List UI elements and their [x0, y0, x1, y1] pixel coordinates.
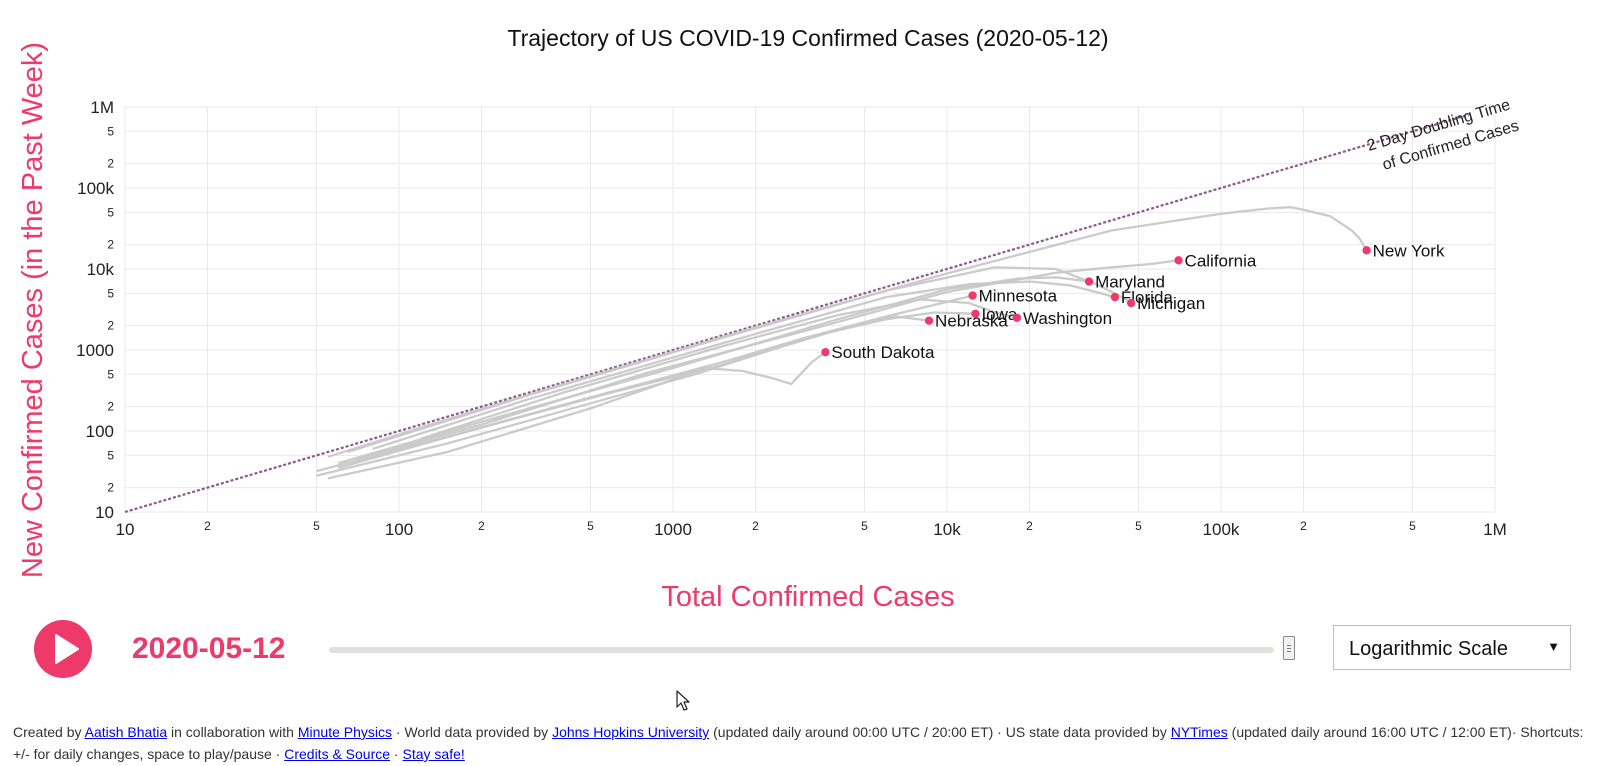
- state-label: New York: [1373, 241, 1445, 260]
- state-trajectories: [316, 206, 1368, 480]
- y-tick-label: 1M: [90, 98, 114, 117]
- footer-text: Created by: [13, 724, 85, 740]
- y-tick-label: 5: [107, 367, 114, 381]
- y-tick-label: 2: [107, 157, 114, 171]
- trajectory-line-south-dakota: [327, 351, 827, 480]
- y-tick-label: 5: [107, 448, 114, 462]
- trajectory-line-michigan: [347, 266, 1132, 454]
- link-aatish-bhatia[interactable]: Aatish Bhatia: [84, 724, 168, 740]
- date-slider-track[interactable]: [329, 647, 1274, 653]
- scale-select[interactable]: Logarithmic Scale ▼: [1333, 625, 1571, 670]
- x-tick-label: 1000: [654, 520, 692, 539]
- link-stay-safe[interactable]: Stay safe!: [402, 746, 465, 762]
- trajectory-line-nebraska: [316, 315, 930, 477]
- x-tick-label: 10k: [933, 520, 961, 539]
- grid-lines: [124, 106, 1496, 513]
- state-marker[interactable]: [821, 347, 830, 357]
- x-tick-label: 2: [478, 519, 485, 533]
- trajectory-chart: Trajectory of US COVID-19 Confirmed Case…: [17, 25, 1521, 613]
- x-tick-label: 5: [587, 519, 594, 533]
- x-tick-label: 5: [861, 519, 868, 533]
- playback-controls: 2020-05-12 Logarithmic Scale ▼: [0, 620, 1602, 690]
- y-tick-label: 10k: [87, 260, 115, 279]
- state-label: South Dakota: [831, 343, 935, 362]
- chevron-down-icon: ▼: [1547, 639, 1560, 654]
- trajectory-line-iowa: [316, 311, 976, 473]
- y-tick-label: 1000: [76, 341, 114, 360]
- footer-credits: Created by Aatish Bhatia in collaboratio…: [13, 721, 1593, 765]
- x-tick-label: 5: [1135, 519, 1142, 533]
- state-label: Minnesota: [979, 287, 1058, 306]
- y-tick-label: 10: [95, 503, 114, 522]
- link-minute-physics[interactable]: Minute Physics: [297, 724, 393, 740]
- x-tick-label: 100: [385, 520, 413, 539]
- state-marker[interactable]: [971, 309, 980, 318]
- y-axis-label: New Confirmed Cases (in the Past Week): [17, 42, 49, 578]
- x-tick-label: 2: [204, 519, 211, 533]
- y-tick-label: 2: [107, 481, 114, 495]
- x-tick-label: 1M: [1483, 520, 1507, 539]
- footer-text: (updated daily around 16:00 UTC / 12:00 …: [13, 724, 1584, 762]
- x-tick-label: 5: [313, 519, 320, 533]
- chart-title: Trajectory of US COVID-19 Confirmed Case…: [507, 25, 1108, 51]
- footer-text: ·: [390, 746, 403, 762]
- state-marker[interactable]: [1012, 313, 1022, 322]
- state-label: Nebraska: [935, 312, 1008, 331]
- date-slider-handle[interactable]: [1283, 636, 1295, 660]
- y-tick-label: 2: [107, 319, 114, 333]
- y-tick-label: 100k: [77, 179, 114, 198]
- y-tick-label: 2: [107, 238, 114, 252]
- trajectory-line-florida: [372, 280, 1116, 451]
- trajectory-line-washington: [420, 298, 1018, 440]
- play-button[interactable]: [34, 620, 92, 678]
- state-marker[interactable]: [1362, 246, 1371, 255]
- x-tick-label: 2: [1300, 519, 1307, 533]
- footer-text: in collaboration with: [167, 724, 298, 740]
- state-label: Washington: [1023, 309, 1112, 328]
- y-tick-label: 5: [107, 205, 114, 219]
- footer-text: (updated daily around 00:00 UTC / 20:00 …: [709, 724, 1171, 740]
- y-axis-ticks: 10 100 1000 10k 100k 1M 2 5 2 5 2 5 2 5 2 5: [76, 98, 114, 522]
- state-label: Iowa: [981, 305, 1017, 324]
- x-tick-label: 10: [116, 520, 135, 539]
- state-marker[interactable]: [1126, 298, 1136, 308]
- state-label: Maryland: [1095, 273, 1165, 292]
- state-marker[interactable]: [1174, 256, 1183, 265]
- state-markers: New YorkCaliforniaMarylandFloridaMichiga…: [821, 241, 1445, 362]
- footer-text: · World data provided by: [392, 724, 553, 740]
- x-tick-label: 5: [1409, 519, 1416, 533]
- state-label: Michigan: [1137, 294, 1205, 313]
- x-tick-label: 100k: [1203, 520, 1240, 539]
- x-tick-label: 2: [1026, 519, 1033, 533]
- y-tick-label: 100: [86, 422, 114, 441]
- doubling-reference-line: [124, 113, 1469, 514]
- scale-select-value: Logarithmic Scale: [1349, 638, 1508, 660]
- state-label: California: [1185, 251, 1257, 270]
- state-marker[interactable]: [968, 291, 977, 300]
- x-axis-label: Total Confirmed Cases: [661, 581, 954, 613]
- y-tick-label: 5: [107, 286, 114, 300]
- state-marker[interactable]: [1084, 277, 1094, 286]
- link-credits-source[interactable]: Credits & Source: [284, 746, 391, 762]
- state-marker[interactable]: [924, 316, 934, 325]
- x-axis-ticks: 10 100 1000 10k 100k 1M 2 5 2 5 2 5 2 5 2 5: [116, 519, 1507, 539]
- play-icon: [55, 634, 79, 664]
- current-date: 2020-05-12: [132, 632, 286, 665]
- x-tick-label: 2: [752, 519, 759, 533]
- mouse-cursor-icon: [676, 690, 690, 711]
- y-tick-label: 2: [107, 400, 114, 414]
- link-nytimes[interactable]: NYTimes: [1170, 724, 1228, 740]
- y-tick-label: 5: [107, 124, 114, 138]
- state-marker[interactable]: [1110, 292, 1120, 302]
- link-johns-hopkins[interactable]: Johns Hopkins University: [552, 724, 710, 740]
